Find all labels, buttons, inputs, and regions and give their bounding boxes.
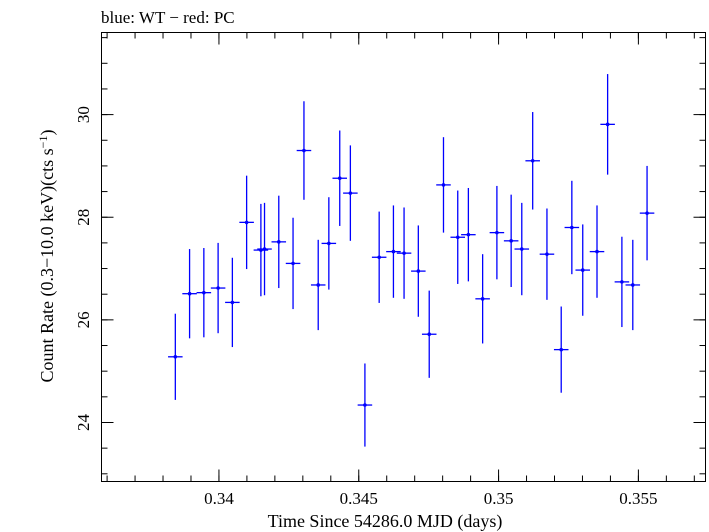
data-point [285,217,301,310]
data-point [343,145,358,241]
chart-title: blue: WT − red: PC [101,8,235,27]
data-point [475,254,490,344]
data-point [539,208,555,300]
data-point [421,290,437,378]
y-axis-label-main: Count Rate (0.3−10.0 keV)(cts s [37,148,58,382]
data-point [625,239,641,331]
x-tick-label: 0.35 [484,489,514,508]
y-tick-label: 28 [74,209,93,226]
point-marker [466,232,471,237]
data-points [168,74,655,447]
point-marker [605,122,610,127]
data-point [182,249,197,339]
y-tick-label: 26 [74,311,93,328]
data-point [332,130,348,226]
data-point [589,205,605,298]
data-point [450,190,466,284]
y-axis-label: Count Rate (0.3−10.0 keV)(cts s−1) [36,130,58,383]
point-marker [363,403,367,407]
point-marker [519,247,524,251]
point-marker [509,239,513,243]
point-marker [495,230,499,235]
point-marker [455,235,460,240]
x-axis-label: Time Since 54286.0 MJD (days) [268,511,503,532]
point-marker [276,240,281,244]
y-tick-label: 24 [74,413,93,431]
point-marker [595,249,599,254]
point-marker [620,280,624,284]
data-point [239,175,254,270]
point-marker [391,249,396,254]
point-marker [291,261,295,266]
data-point [553,306,569,393]
point-marker [173,355,178,359]
data-point [411,225,426,317]
y-axis-label-exponent: −1 [36,136,50,149]
point-marker [480,297,485,301]
point-marker [327,241,331,246]
data-point [600,74,615,175]
x-tick-labels: 0.34 0.345 0.35 0.355 [204,489,657,508]
point-marker [348,191,353,195]
point-marker [202,290,206,295]
x-tick-label: 0.355 [619,489,657,508]
point-marker [559,347,564,352]
data-point [321,197,337,290]
point-marker [416,269,421,273]
plot-frame [101,32,706,482]
point-marker [545,252,549,256]
data-point [310,239,326,331]
data-point [514,202,530,296]
data-point [575,224,591,316]
data-point [564,180,580,275]
point-marker [530,158,535,163]
data-point [357,363,373,447]
data-point [296,101,312,200]
point-marker [316,283,321,287]
axis-ticks [101,32,706,482]
point-marker [230,300,235,305]
data-point [386,205,401,298]
x-tick-label: 0.345 [340,489,378,508]
data-point [371,211,387,303]
point-marker [302,148,306,153]
data-point [489,185,505,280]
data-point [436,137,451,233]
data-point [271,195,287,289]
point-marker [645,211,649,215]
data-point [168,313,183,400]
data-point [257,202,272,296]
point-marker [337,176,342,181]
y-tick-label: 30 [74,106,93,123]
y-axis-label-close: ) [37,130,58,136]
y-tick-labels: 24 26 28 30 [74,106,93,431]
point-marker [244,220,249,225]
point-marker [216,286,220,290]
point-marker [377,255,381,260]
data-point [225,257,240,348]
data-point [614,236,630,328]
x-tick-label: 0.34 [204,489,234,508]
point-marker [402,251,406,255]
point-marker [570,225,574,230]
data-point [639,165,655,261]
data-point [503,194,519,288]
data-point [525,112,540,210]
point-marker [630,283,635,287]
point-marker [580,268,585,272]
data-point [196,248,212,338]
data-point [396,207,412,299]
data-point [461,187,476,282]
point-marker [427,332,432,337]
data-point [210,242,226,334]
point-marker [187,291,192,296]
point-marker [441,183,446,187]
point-marker [262,247,267,251]
